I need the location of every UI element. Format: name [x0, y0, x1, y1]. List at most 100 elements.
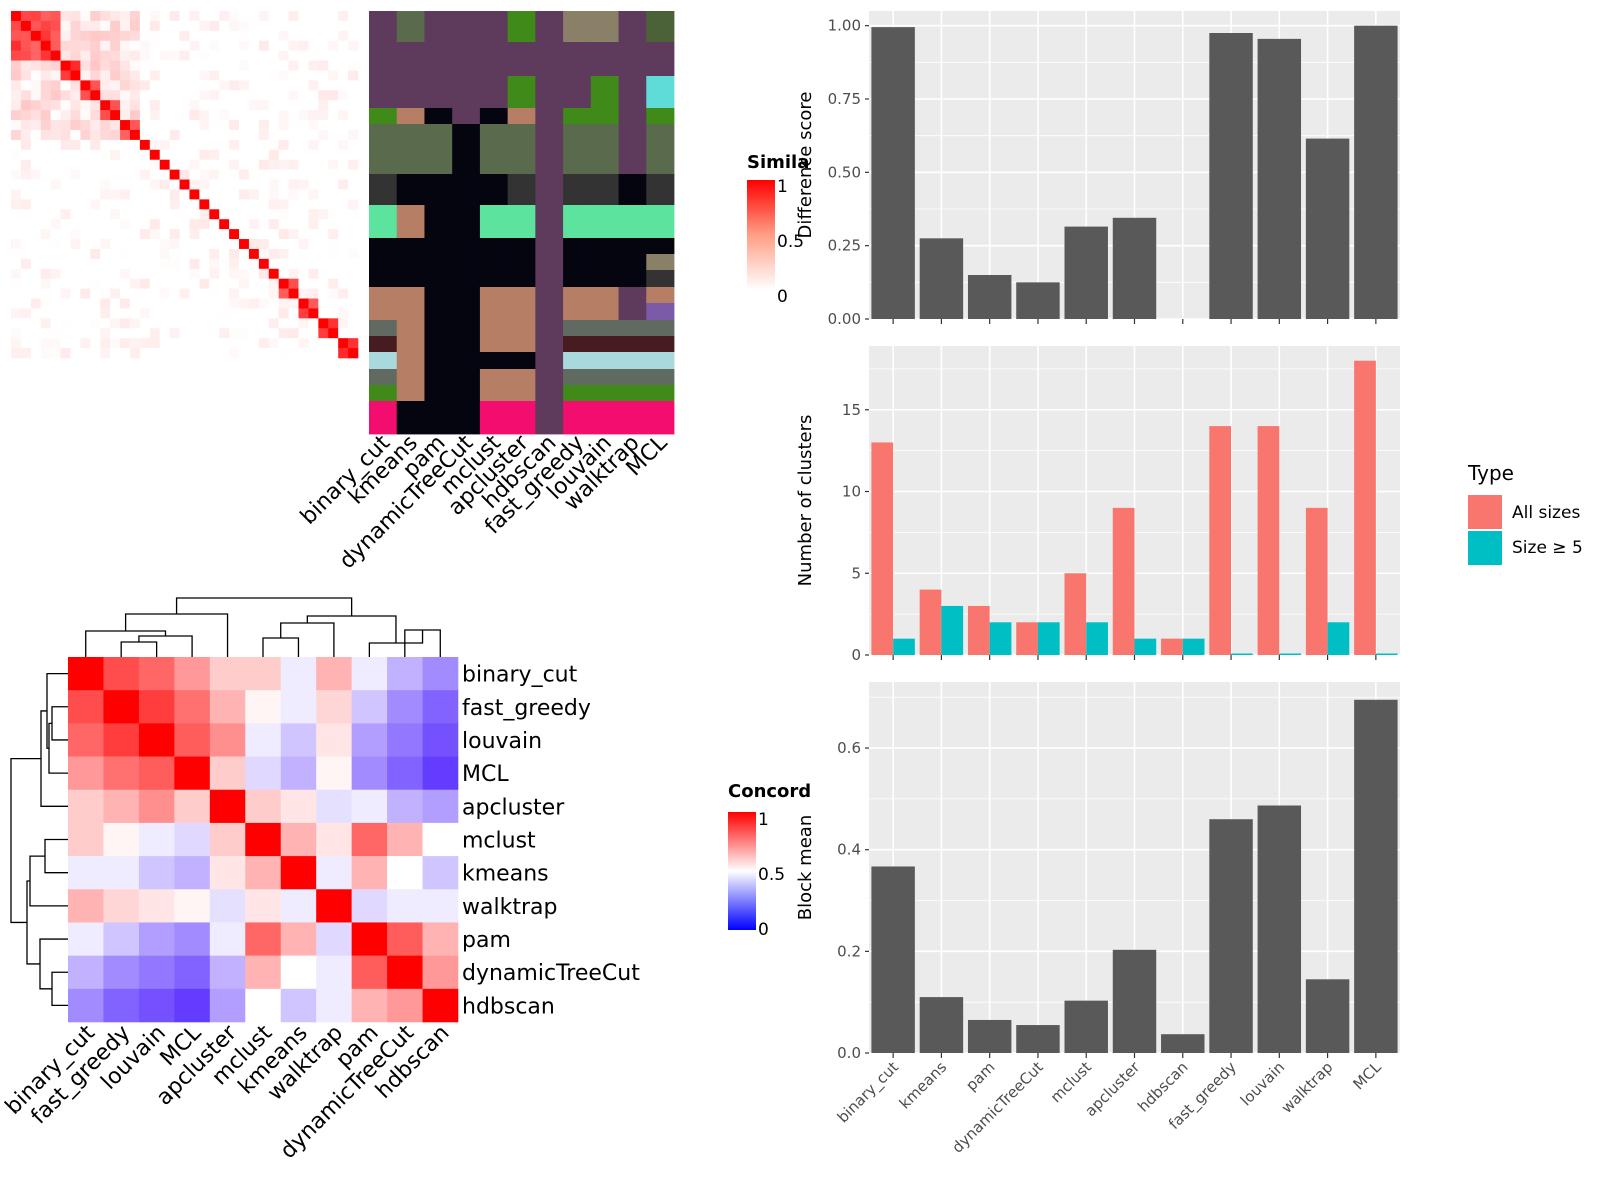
sim-cell-3-17	[179, 40, 190, 51]
membership-cell-14-9	[618, 352, 647, 370]
sim-cell-23-15	[159, 239, 170, 250]
left-dend-4	[40, 710, 68, 807]
sim-cell-24-27	[278, 248, 289, 260]
sim-cell-17-14	[149, 179, 161, 190]
sim-cell-10-0	[11, 110, 22, 121]
sim-cell-21-33	[338, 219, 349, 230]
sim-cell-17-2	[30, 179, 42, 190]
sim-cell-18-23	[239, 189, 250, 200]
sim-cell-5-11	[120, 60, 131, 71]
concordance-color-bar	[728, 812, 756, 930]
sim-cell-26-26	[268, 268, 279, 279]
sim-cell-31-1	[20, 318, 32, 329]
sim-cell-20-7	[80, 209, 91, 220]
sim-cell-20-26	[268, 209, 279, 220]
sim-cell-6-5	[60, 70, 71, 81]
sim-cell-11-26	[268, 120, 279, 131]
sim-cell-34-28	[288, 348, 299, 359]
sim-cell-27-15	[159, 278, 170, 289]
similarity-legend: Simila 1 0.5 0	[747, 152, 809, 307]
sim-cell-30-29	[298, 308, 309, 319]
sim-cell-22-32	[328, 229, 339, 240]
sim-cell-28-24	[248, 288, 260, 299]
sim-cell-9-3	[40, 100, 51, 111]
block-bar-mclust	[1064, 1000, 1108, 1053]
conc-cell-8-3	[174, 922, 211, 956]
sim-cell-18-14	[149, 189, 161, 200]
nclust-bar-size5-dynamicTreeCut	[1037, 622, 1060, 655]
membership-cell-13-6	[535, 336, 564, 353]
sim-cell-15-33	[338, 159, 349, 170]
sim-cell-33-13	[139, 338, 151, 349]
sim-cell-16-21	[219, 169, 230, 180]
sim-cell-7-9	[100, 80, 111, 91]
sim-cell-2-29	[298, 30, 309, 42]
sim-cell-32-5	[60, 328, 71, 339]
sim-cell-17-16	[169, 179, 180, 190]
membership-cell-8-6	[535, 254, 564, 271]
sim-cell-7-1	[20, 80, 32, 91]
sim-cell-9-4	[50, 100, 61, 111]
conc-cell-9-7	[316, 955, 352, 990]
sim-cell-19-20	[209, 199, 220, 210]
sim-cell-24-25	[258, 248, 270, 260]
sim-cell-4-13	[139, 50, 151, 61]
sim-cell-21-14	[149, 219, 161, 230]
membership-cell-12-3	[452, 320, 481, 337]
sim-cell-0-14	[149, 11, 161, 22]
nclust-bar-all-binary_cut	[871, 442, 894, 655]
membership-cell-0-5	[507, 11, 536, 43]
sim-cell-20-28	[288, 209, 299, 220]
sim-cell-21-23	[239, 219, 250, 230]
sim-cell-24-29	[298, 248, 309, 260]
sim-cell-8-1	[20, 90, 32, 101]
conc-cell-4-5	[245, 789, 282, 824]
sim-cell-30-20	[209, 308, 220, 319]
conc-cell-6-5	[245, 856, 282, 890]
conc-cell-3-1	[103, 756, 140, 791]
sim-cell-4-7	[80, 50, 91, 61]
membership-cell-17-9	[618, 401, 647, 435]
membership-cell-4-8	[590, 124, 619, 175]
sim-cell-0-13	[139, 11, 151, 22]
sim-cell-11-19	[199, 120, 210, 131]
sim-cell-27-12	[129, 278, 141, 289]
sim-cell-31-5	[60, 318, 71, 329]
sim-cell-23-21	[219, 239, 230, 250]
sim-cell-24-28	[288, 248, 299, 260]
membership-cell-6-4	[479, 205, 509, 239]
sim-cell-21-19	[199, 219, 210, 230]
membership-cell-5-1	[396, 174, 425, 206]
sim-cell-13-13	[139, 139, 151, 151]
sim-cell-9-31	[318, 100, 329, 111]
sim-cell-7-6	[70, 80, 81, 91]
sim-cell-3-18	[189, 40, 200, 51]
sim-cell-7-28	[288, 80, 299, 91]
sim-cell-32-6	[70, 328, 81, 339]
sim-cell-17-5	[60, 179, 71, 190]
membership-cell-1-2	[424, 42, 453, 77]
conc-cell-1-0	[68, 690, 104, 724]
sim-cell-4-20	[209, 50, 220, 61]
membership-cell-10-7	[563, 287, 592, 304]
sim-cell-18-32	[328, 189, 339, 200]
sim-cell-33-8	[90, 338, 101, 349]
sim-cell-27-24	[248, 278, 260, 289]
sim-cell-19-28	[288, 199, 299, 210]
sim-cell-16-11	[120, 169, 131, 180]
sim-cell-10-14	[149, 110, 161, 121]
conc-cell-2-2	[138, 723, 175, 757]
sim-cell-18-13	[139, 189, 151, 200]
sim-cell-15-21	[219, 159, 230, 170]
sim-cell-12-33	[338, 129, 349, 141]
membership-cell-7-0	[369, 238, 398, 255]
membership-cell-4-3	[452, 124, 481, 175]
sim-cell-11-12	[129, 120, 141, 131]
sim-cell-8-24	[248, 90, 260, 101]
sim-cell-20-12	[129, 209, 141, 220]
sim-cell-18-2	[30, 189, 42, 200]
sim-cell-10-30	[308, 110, 319, 121]
sim-cell-2-8	[90, 30, 101, 42]
sim-cell-19-4	[50, 199, 61, 210]
